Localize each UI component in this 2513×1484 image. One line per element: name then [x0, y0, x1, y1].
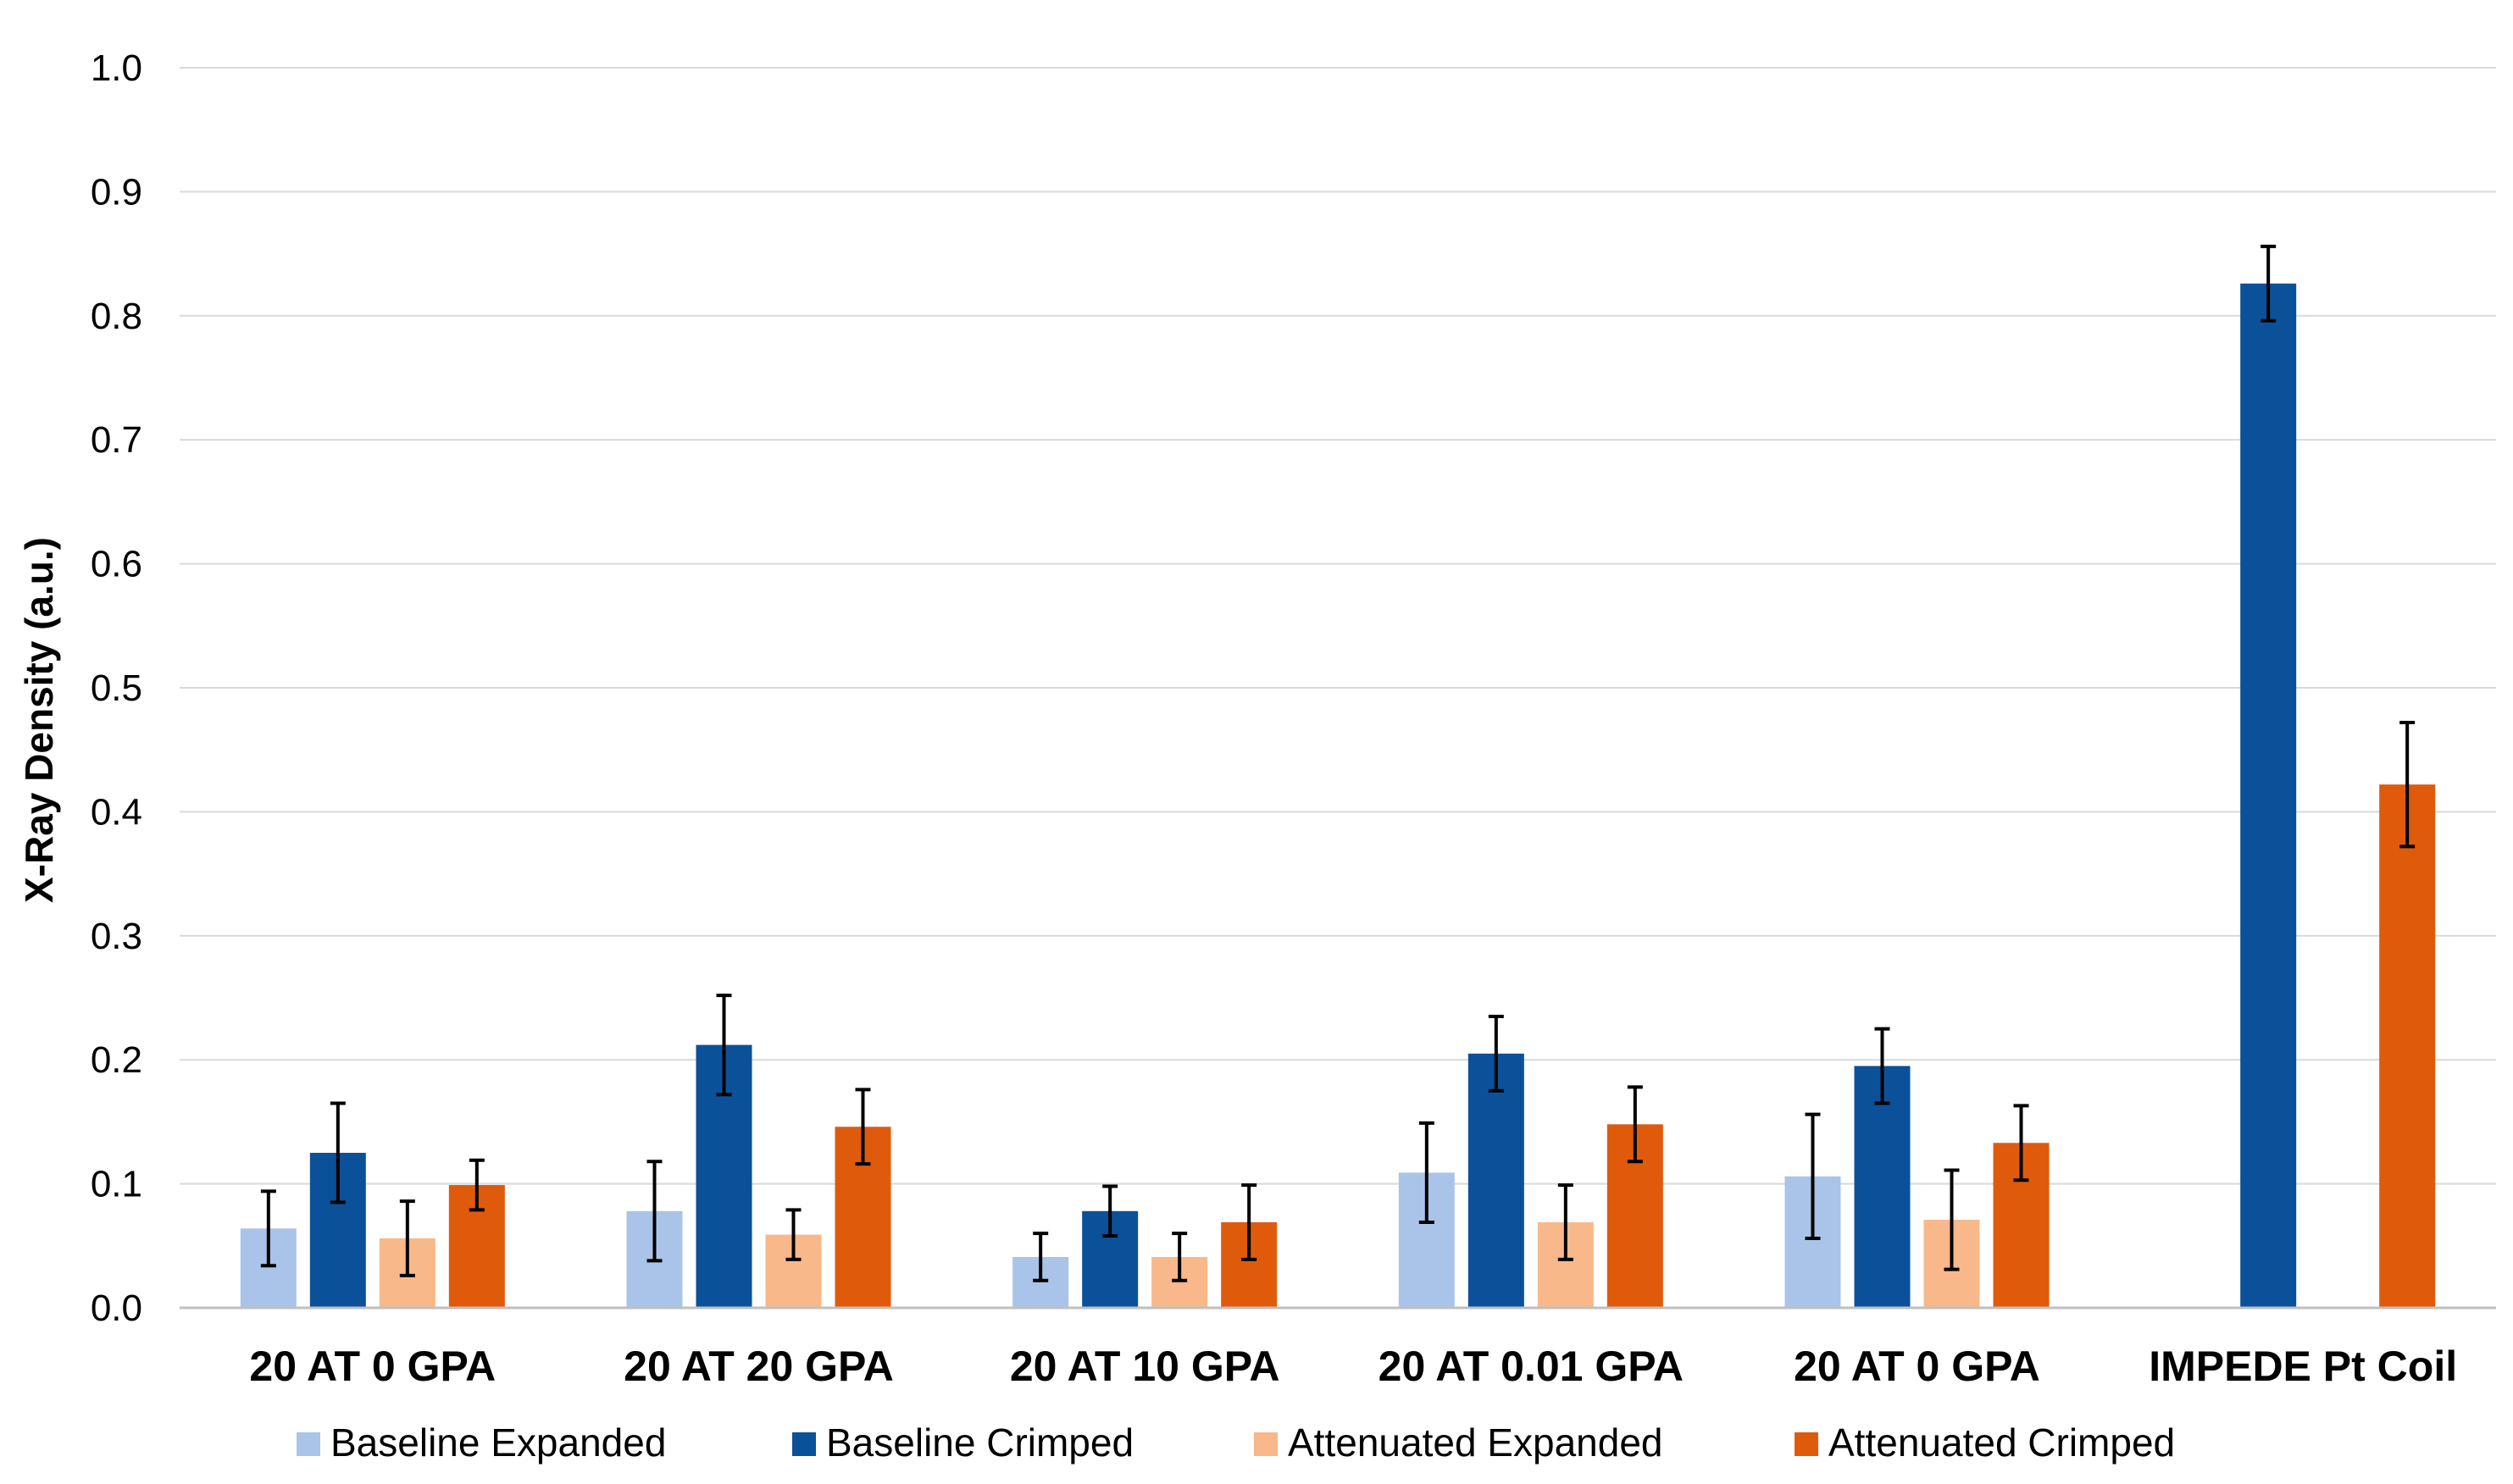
error-bar [785, 1208, 802, 1261]
error-bar [1805, 1112, 1821, 1241]
legend: Baseline Expanded Baseline Crimped Attenua… [297, 1420, 2175, 1465]
error-bar [1102, 1184, 1118, 1238]
y-tick-label: 1.0 [91, 47, 142, 89]
bar [2240, 283, 2297, 1309]
error-bar [2013, 1104, 2029, 1182]
error-bar [330, 1101, 346, 1204]
x-tick-label: 20 AT 10 GPA [1010, 1343, 1280, 1390]
error-bar [716, 994, 732, 1097]
y-tick-label: 0.2 [91, 1039, 142, 1081]
legend-swatch [792, 1432, 816, 1456]
error-bar [1557, 1183, 1573, 1261]
y-tick-label: 0.6 [91, 544, 142, 585]
legend-label: Baseline Expanded [330, 1420, 666, 1465]
bar [1467, 1053, 1524, 1308]
error-bars [260, 244, 2416, 1282]
y-tick-label: 0.1 [91, 1164, 142, 1205]
y-tick-label: 0.4 [91, 791, 142, 833]
legend-label: Baseline Crimped [826, 1420, 1134, 1465]
error-bar [260, 1189, 276, 1268]
y-axis-label: X-Ray Density (a.u.) [17, 537, 61, 903]
error-bar [469, 1158, 485, 1212]
x-axis-category-labels: 20 AT 0 GPA 20 AT 20 GPA 20 AT 10 GPA 20 AT… [249, 1343, 2457, 1390]
error-bar [1033, 1232, 1049, 1282]
error-bar [399, 1199, 415, 1277]
y-tick-label: 0.8 [91, 296, 142, 337]
y-axis-tick-labels: 0.0 0.1 0.2 0.3 0.4 0.5 0.6 0.7 0.8 0.9 1.0 [91, 47, 142, 1329]
legend-label: Attenuated Crimped [1828, 1420, 2175, 1465]
bar [1854, 1066, 1911, 1308]
error-bar [1241, 1183, 1257, 1261]
error-bar [1488, 1014, 1504, 1093]
error-bar [646, 1160, 663, 1263]
bars [240, 283, 2436, 1309]
y-tick-label: 0.5 [91, 667, 142, 709]
error-bar [2261, 244, 2277, 323]
legend-label: Attenuated Expanded [1288, 1420, 1662, 1465]
legend-swatch [1795, 1432, 1818, 1456]
y-tick-label: 0.0 [91, 1287, 142, 1329]
x-tick-label: 20 AT 0 GPA [249, 1343, 496, 1390]
error-bar [1874, 1027, 1890, 1105]
error-bar [1418, 1121, 1434, 1224]
y-tick-label: 0.9 [91, 171, 142, 213]
x-tick-label: IMPEDE Pt Coil [2149, 1343, 2457, 1390]
error-bar [1172, 1232, 1188, 1282]
x-tick-label: 20 AT 0.01 GPA [1379, 1343, 1684, 1390]
y-tick-label: 0.3 [91, 916, 142, 957]
legend-swatch [297, 1432, 320, 1456]
gridlines [180, 67, 2496, 1185]
error-bar [1944, 1168, 1960, 1271]
y-tick-label: 0.7 [91, 419, 142, 461]
error-bar [2399, 720, 2416, 849]
x-tick-label: 20 AT 0 GPA [1794, 1343, 2040, 1390]
x-tick-label: 20 AT 20 GPA [624, 1343, 894, 1390]
legend-swatch [1254, 1432, 1278, 1456]
error-bar [1627, 1085, 1643, 1164]
error-bar [855, 1088, 871, 1166]
bar [2379, 784, 2436, 1308]
